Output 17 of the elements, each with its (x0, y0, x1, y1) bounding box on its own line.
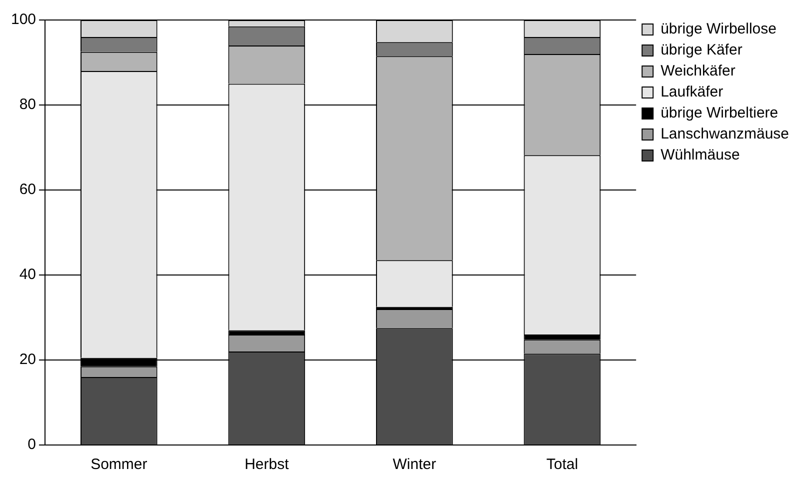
y-tick-label: 20 (19, 351, 36, 368)
legend-label: Lanschwanzmäuse (660, 126, 790, 143)
legend-label: übrige Wirbeltiere (660, 104, 778, 122)
legend-label: übrige Käfer (660, 42, 742, 59)
y-tick-label: 40 (19, 266, 36, 284)
x-tick-label: Total (546, 456, 578, 474)
x-tick-label: Sommer (90, 456, 148, 474)
legend-label: Wühlmäuse (660, 146, 740, 164)
x-tick-label: Herbst (244, 456, 290, 474)
y-tick-label: 80 (19, 96, 36, 114)
legend-label: Laufkäfer (660, 84, 724, 101)
y-tick-label: 0 (28, 436, 36, 454)
x-tick-label: Winter (392, 456, 436, 474)
y-tick-label: 100 (10, 11, 36, 28)
legend-label: übrige Wirbellose (660, 20, 776, 38)
legend-label: Weichkäfer (660, 62, 736, 80)
y-tick-label: 60 (19, 181, 36, 198)
